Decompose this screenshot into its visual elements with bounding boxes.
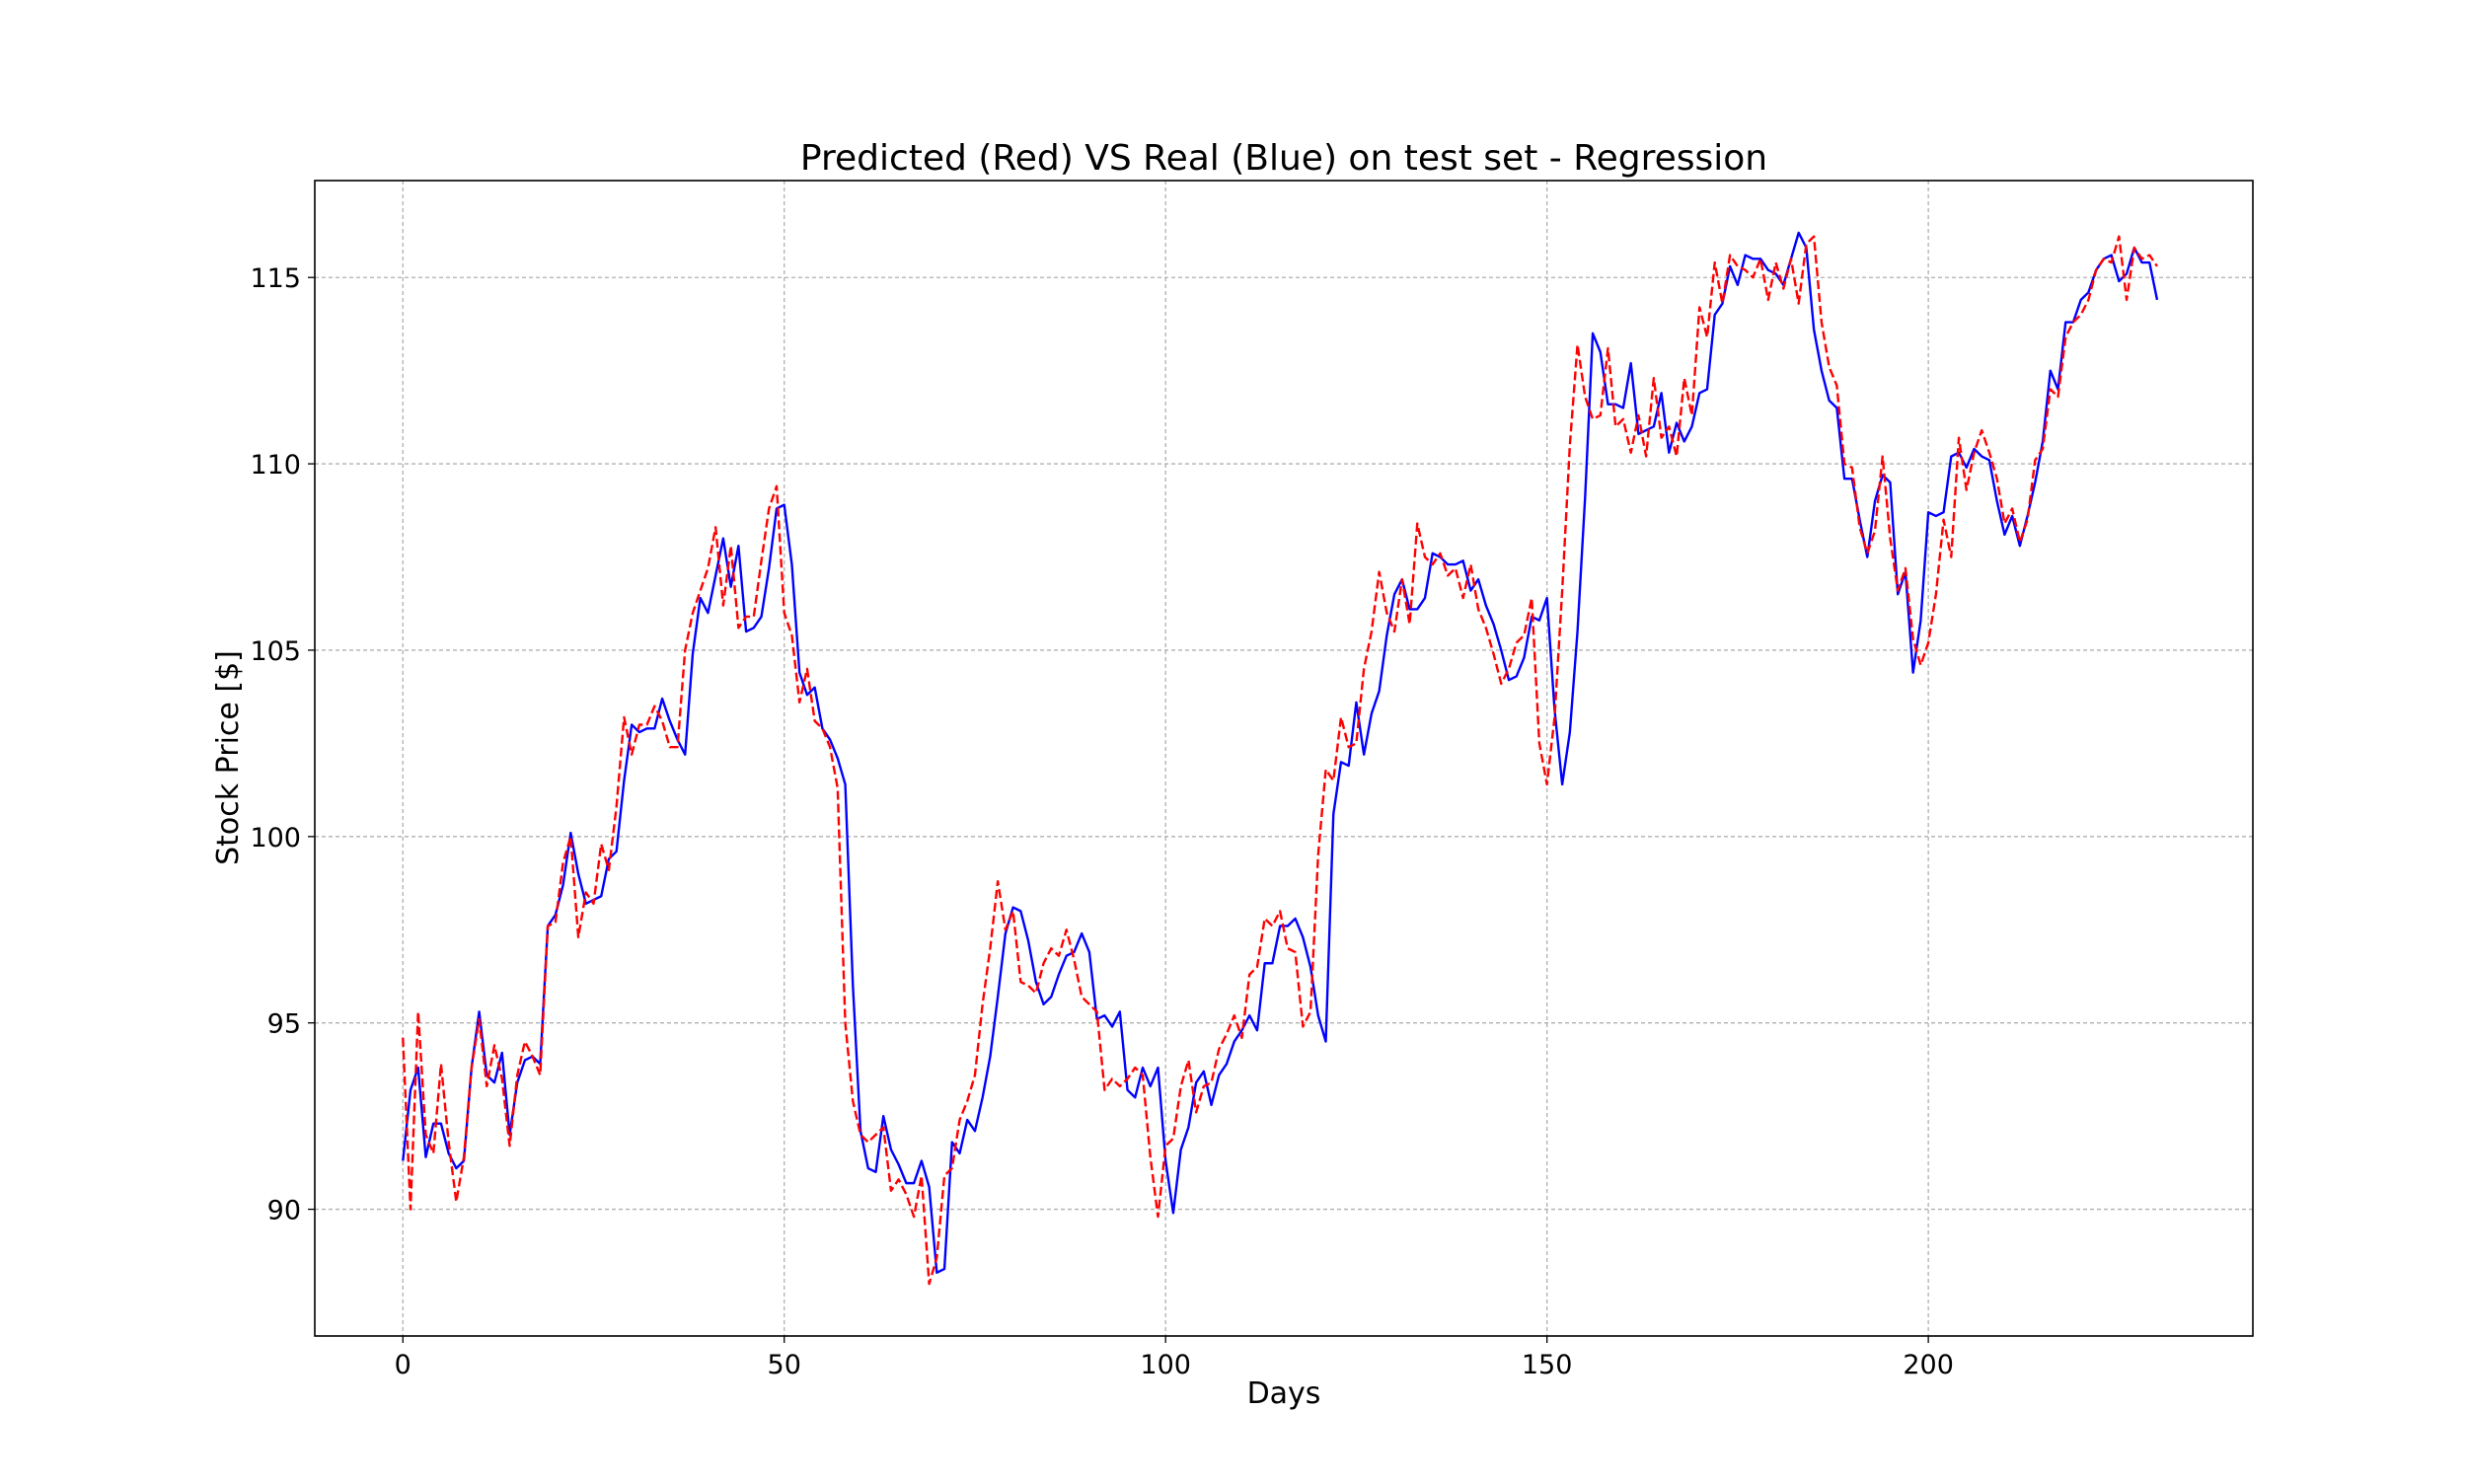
axes-frame <box>314 180 2254 1337</box>
series-line <box>402 231 2159 1274</box>
x-tick-label: 100 <box>1140 1350 1191 1380</box>
chart-title: Predicted (Red) VS Real (Blue) on test s… <box>800 138 1767 179</box>
x-tick-label: 150 <box>1522 1350 1573 1380</box>
x-tick-label: 50 <box>768 1350 801 1380</box>
series-line <box>402 235 2158 1286</box>
x-axis-label: Days <box>1247 1376 1321 1411</box>
y-tick-label: 100 <box>250 823 301 853</box>
y-tick-label: 105 <box>250 636 301 667</box>
y-tick-label: 95 <box>267 1009 301 1040</box>
x-tick-label: 0 <box>395 1350 411 1380</box>
y-tick-label: 110 <box>250 450 301 481</box>
y-tick-label: 115 <box>250 263 301 294</box>
y-axis-label: Stock Price [$] <box>211 650 246 865</box>
y-tick-label: 90 <box>267 1196 301 1226</box>
grid <box>315 181 2253 1336</box>
plot-area <box>402 231 2159 1286</box>
x-tick-label: 200 <box>1903 1350 1954 1380</box>
